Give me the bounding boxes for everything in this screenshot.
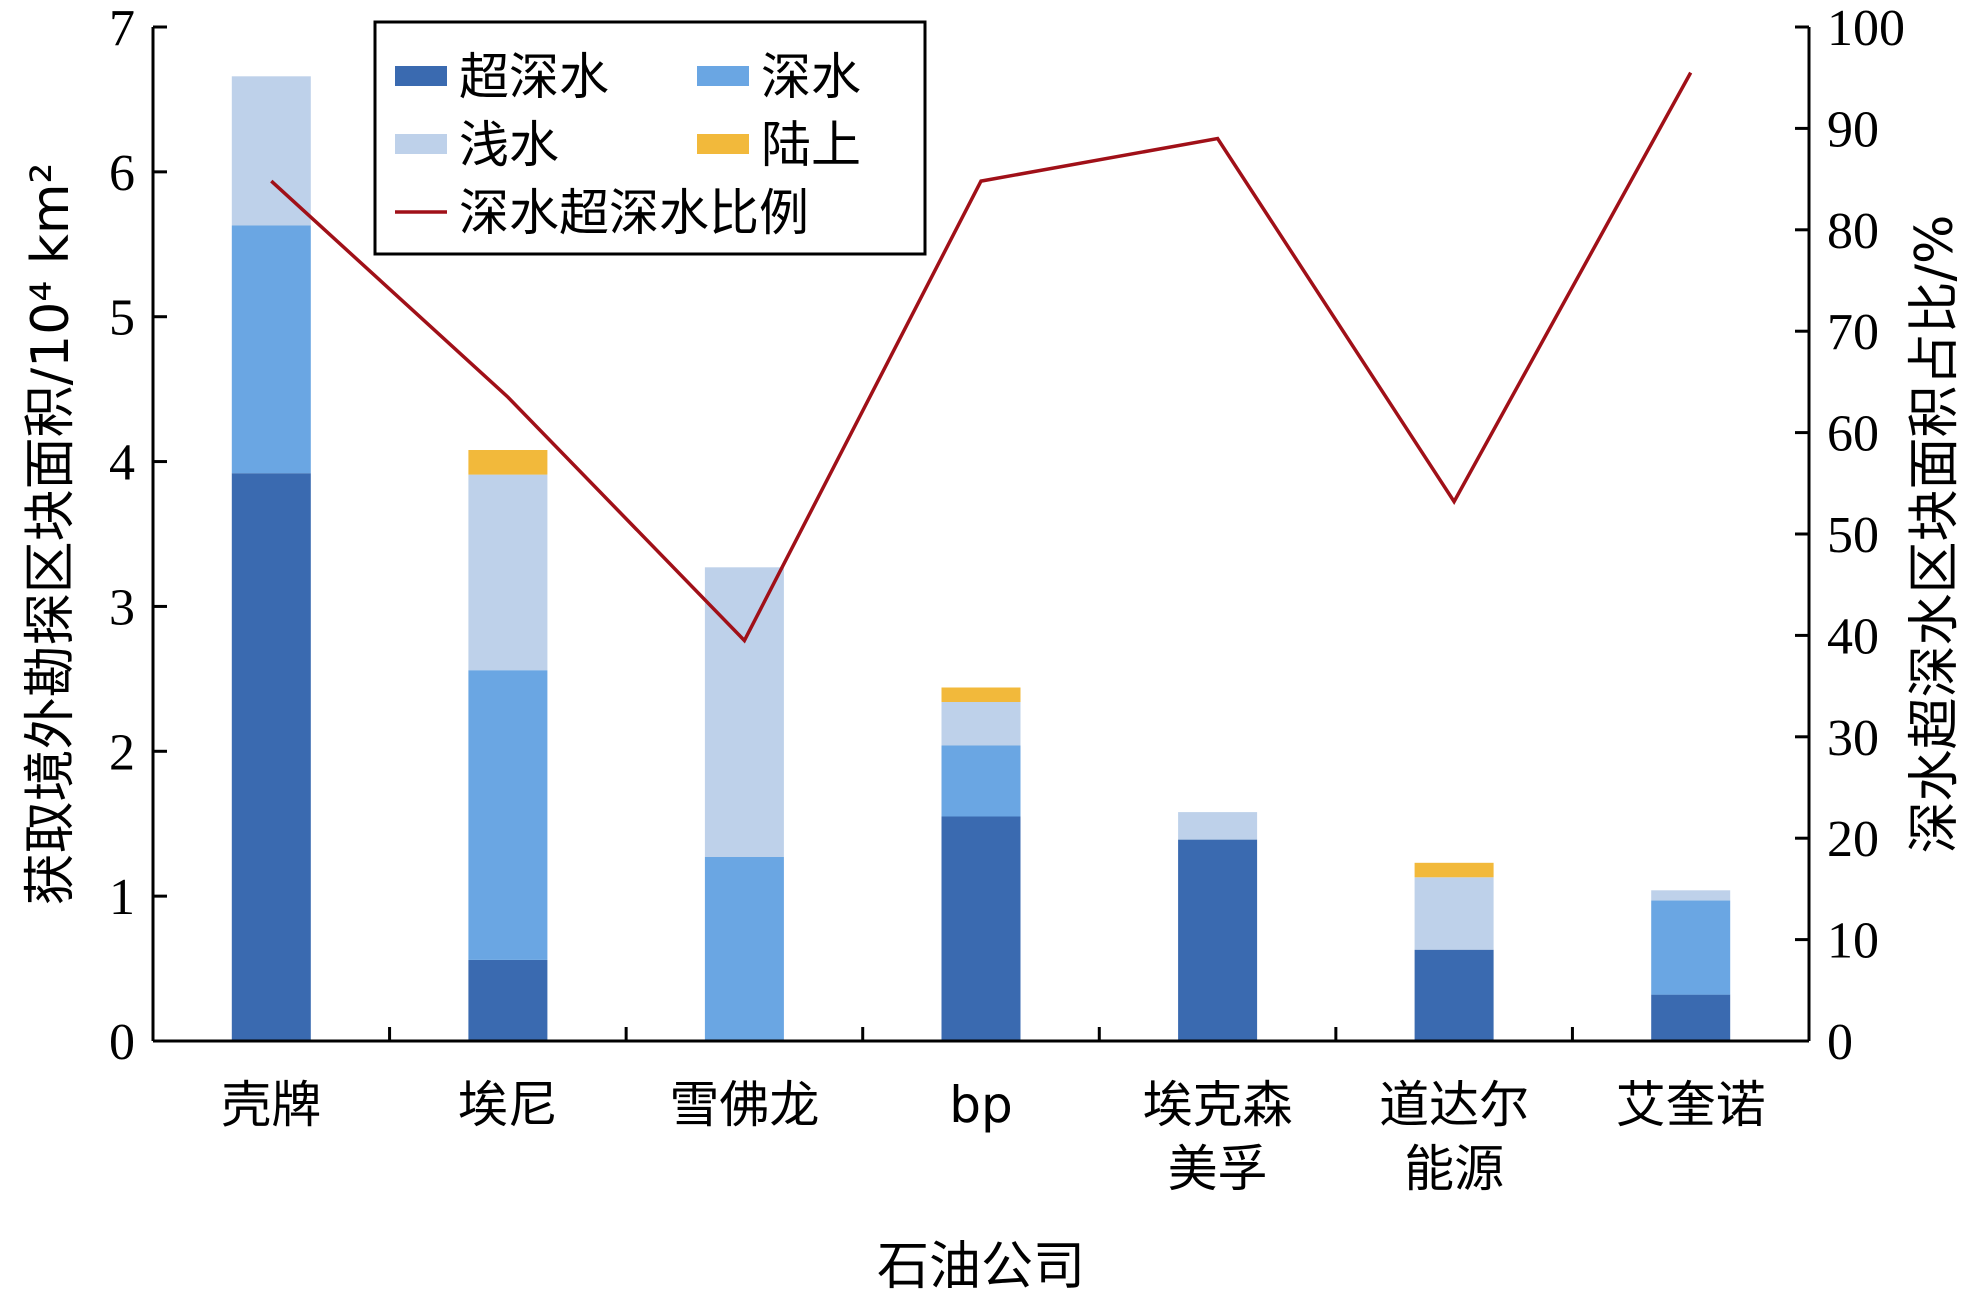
right-tick-label: 50 [1827,507,1879,564]
category-label: 埃尼 [458,1076,558,1134]
right-tick-label: 80 [1827,203,1879,260]
bar-segment [1651,890,1731,901]
category-label: 能源 [1404,1140,1504,1198]
bar-segment [468,959,548,1041]
right-tick-label: 100 [1827,0,1905,57]
left-tick-label: 3 [109,579,135,636]
category-label: bp [949,1076,1012,1134]
left-tick-label: 0 [109,1014,135,1071]
right-tick-label: 40 [1827,608,1879,665]
right-axis-title: 深水超深水区块面积占比/% [1905,215,1965,854]
right-tick-label: 30 [1827,710,1879,767]
legend-label: 深水 [761,48,861,106]
legend-label: 陆上 [761,116,861,174]
legend-swatch [697,66,749,86]
bar-segment [468,450,548,475]
left-tick-label: 4 [109,435,135,492]
category-label: 艾奎诺 [1616,1076,1766,1134]
left-tick-label: 2 [109,724,135,781]
bar-segment [1651,900,1731,995]
bar-segment [468,474,548,671]
right-tick-label: 70 [1827,304,1879,361]
legend-label: 超深水 [459,48,609,106]
bar-segment [468,670,548,960]
category-label: 雪佛龙 [669,1076,819,1134]
right-tick-label: 20 [1827,811,1879,868]
bar-segment [704,857,784,1041]
bar-layer [231,76,1731,1041]
right-tick-label: 0 [1827,1014,1853,1071]
bar-segment [1414,877,1494,950]
bar-segment [941,816,1021,1041]
legend-swatch [697,134,749,154]
bar-segment [1651,994,1731,1041]
bar-segment [941,687,1021,702]
bar-segment [1178,812,1258,840]
category-label: 壳牌 [221,1076,321,1134]
right-axis-ticks: 0 10 20 30 40 50 60 70 80 90 100 [1795,0,1905,1071]
ratio-line [270,71,1693,644]
bar-segment [1178,839,1258,1041]
right-tick-label: 10 [1827,913,1879,970]
legend-label: 深水超深水比例 [459,184,809,242]
left-axis-title: 获取境外勘探区块面积/10⁴ km² [21,163,81,906]
legend-label: 浅水 [459,116,559,174]
bar-segment [941,702,1021,746]
bar-segment [231,473,311,1041]
category-label: 道达尔 [1379,1076,1529,1134]
right-tick-label: 60 [1827,406,1879,463]
x-axis-title: 石油公司 [877,1237,1085,1297]
bar-segment [1414,949,1494,1041]
left-tick-label: 7 [109,0,135,57]
legend-box [373,20,927,256]
bar-segment [1414,862,1494,878]
legend-swatch [395,66,447,86]
left-tick-label: 5 [109,290,135,347]
right-tick-label: 90 [1827,101,1879,158]
ratio-line-layer [270,71,1693,644]
category-label: 美孚 [1168,1140,1268,1198]
legend-swatch [395,134,447,154]
bar-segment [231,76,311,226]
bar-segment [231,225,311,474]
left-tick-label: 1 [109,869,135,926]
left-axis-ticks: 0 1 2 3 4 5 6 7 [109,0,167,1071]
bar-segment [941,745,1021,817]
category-label: 埃克森 [1143,1076,1293,1134]
left-tick-label: 6 [109,145,135,202]
